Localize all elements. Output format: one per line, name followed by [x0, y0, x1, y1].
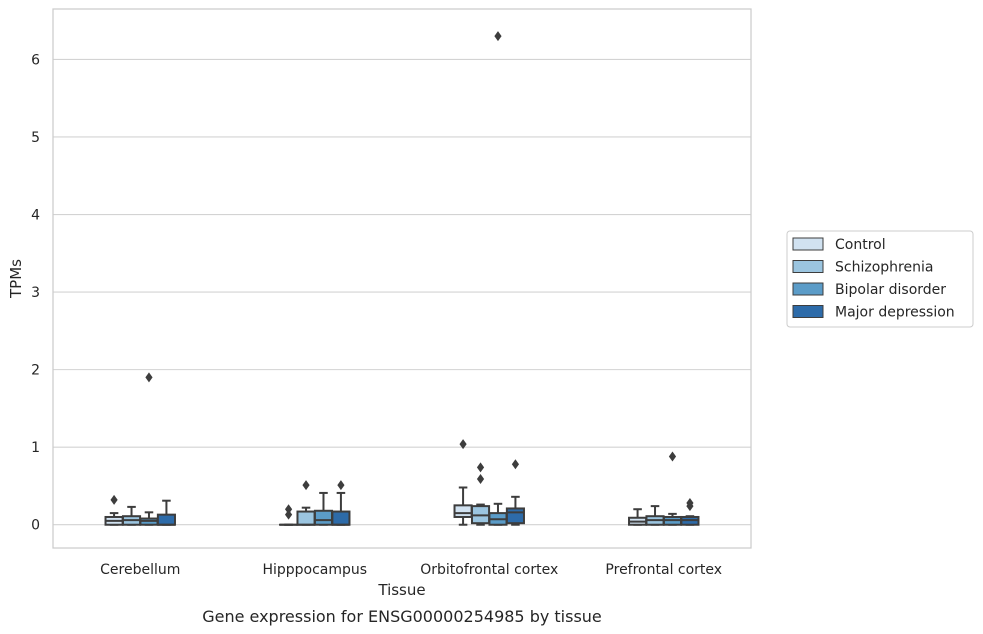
plot-frame [52, 8, 752, 549]
box-item [662, 451, 683, 526]
box-body [331, 510, 351, 526]
outlier-point [476, 462, 485, 473]
y-tick-label: 5 [31, 130, 40, 146]
box-item [296, 480, 316, 526]
outlier-point [686, 498, 694, 509]
outlier-point [302, 480, 310, 491]
box-body [453, 504, 473, 518]
box-body [156, 513, 176, 526]
box-item [139, 372, 159, 526]
legend-swatch [792, 305, 824, 318]
y-tick-label: 6 [31, 52, 40, 68]
legend-label: Control [835, 237, 886, 253]
x-tick-label: Orbitofrontal cortex [420, 562, 558, 578]
legend-frame [786, 230, 974, 328]
outlier-point [337, 480, 345, 491]
box-item [331, 480, 351, 526]
outlier-point [668, 451, 677, 462]
legend-swatch [792, 282, 824, 296]
box-item [104, 494, 124, 526]
box-body [313, 509, 334, 526]
outlier-point [145, 372, 153, 383]
outlier-point [494, 31, 502, 42]
box-item [279, 504, 299, 526]
series-group [121, 462, 665, 526]
legend-swatch [792, 260, 824, 273]
series-group [104, 439, 648, 526]
outlier-point [459, 439, 467, 450]
x-tick-label: Prefrontal cortex [605, 562, 722, 578]
y-tick-labels: 0 1 2 3 4 5 6 [31, 52, 40, 533]
grid-lines [53, 58, 751, 526]
legend-label: Major depression [835, 305, 955, 321]
x-axis-title: Tissue [377, 581, 425, 599]
outlier-point [476, 473, 485, 484]
box-item [505, 459, 525, 526]
outlier-point [110, 494, 118, 505]
series-group [139, 31, 683, 526]
outlier-point [511, 459, 520, 470]
legend-swatch [792, 237, 824, 251]
outlier-point [284, 504, 293, 515]
box-item [488, 31, 508, 526]
box-item [470, 462, 491, 526]
x-tick-label: Cerebellum [100, 562, 180, 578]
y-tick-label: 2 [31, 363, 40, 379]
outlier-point [284, 509, 293, 520]
x-tick-labels: Cerebellum Hipppocampus Orbitofrontal cort… [100, 562, 722, 578]
box-body [296, 510, 316, 526]
legend-label: Bipolar disorder [835, 282, 946, 298]
box-item [680, 498, 700, 526]
y-axis-title: TPMs [7, 259, 25, 299]
box-item [628, 508, 648, 526]
box-item [453, 439, 473, 526]
x-tick-label: Hipppocampus [262, 562, 367, 578]
figure-caption: Gene expression for ENSG00000254985 by t… [202, 607, 602, 626]
y-tick-label: 4 [31, 208, 40, 224]
box-item [156, 499, 176, 526]
box-body [505, 507, 525, 525]
y-tick-label: 3 [31, 285, 40, 301]
box-groups [104, 31, 700, 526]
box-item [121, 505, 142, 526]
box-item [645, 505, 665, 526]
box-item [313, 491, 334, 526]
series-group [156, 459, 700, 526]
legend: Control Schizophrenia Bipolar disorder Majo… [786, 230, 974, 328]
y-tick-label: 1 [31, 440, 40, 456]
y-tick-label: 0 [31, 518, 40, 534]
legend-label: Schizophrenia [835, 260, 933, 276]
